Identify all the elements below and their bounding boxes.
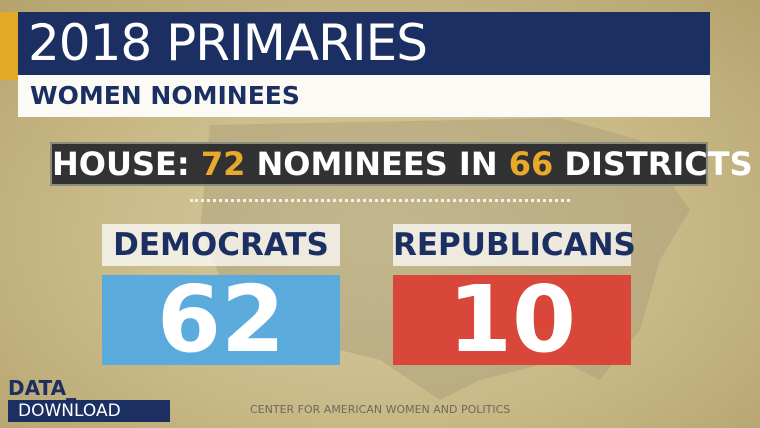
house-suffix: DISTRICTS bbox=[564, 145, 753, 183]
party-count: 10 bbox=[393, 274, 631, 366]
party-label: DEMOCRATS bbox=[102, 224, 340, 266]
brand-line: DATA_ bbox=[8, 376, 77, 400]
house-middle: NOMINEES IN bbox=[256, 145, 498, 183]
house-prefix: HOUSE: bbox=[52, 145, 190, 183]
subtitle: WOMEN NOMINEES bbox=[18, 75, 710, 117]
brand-box: DOWNLOAD bbox=[8, 400, 170, 422]
title: 2018 PRIMARIES bbox=[18, 12, 710, 75]
divider bbox=[190, 199, 570, 202]
party-count: 62 bbox=[102, 274, 340, 366]
district-count: 66 bbox=[508, 145, 554, 183]
nominee-count: 72 bbox=[200, 145, 246, 183]
house-summary: HOUSE: 72 NOMINEES IN 66 DISTRICTS bbox=[50, 142, 753, 186]
source: CENTER FOR AMERICAN WOMEN AND POLITICS bbox=[250, 403, 511, 416]
party-label: REPUBLICANS bbox=[393, 224, 636, 266]
accent-bar bbox=[0, 12, 18, 80]
